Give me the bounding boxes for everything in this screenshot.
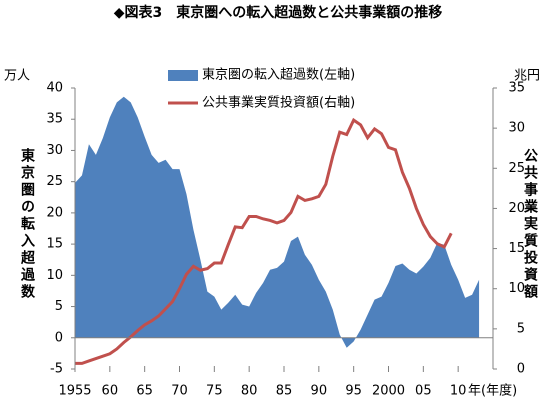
- x-tick-label: 10: [450, 384, 467, 399]
- y2-tick-label: 10: [508, 281, 525, 296]
- x-tick-label: 85: [276, 384, 293, 399]
- y-unit: 万人: [4, 69, 30, 84]
- x-tick-label: 95: [345, 384, 362, 399]
- y-tick-label: 25: [46, 174, 63, 189]
- y2-tick-label: 35: [508, 81, 525, 96]
- x-tick-label: 70: [171, 384, 188, 399]
- area: [75, 96, 480, 348]
- y-tick-label: 35: [46, 112, 63, 127]
- y-tick-label: 5: [55, 299, 63, 314]
- chart-title: ◆図表3 東京圏への転入超過数と公共事業額の推移: [114, 4, 443, 21]
- y-axis-label: 東京圏の転入超過数: [19, 147, 36, 301]
- x-tick-label: 75: [206, 384, 223, 399]
- y2-tick-label: 25: [508, 161, 525, 176]
- y2-tick-label: 0: [517, 362, 525, 377]
- line: [75, 117, 453, 365]
- legend-label: 公共事業実質投資額(右軸): [202, 95, 355, 111]
- y2-tick-label: 5: [517, 321, 525, 336]
- x-tick-label: 1955: [58, 384, 91, 399]
- x-unit: 年(年度): [468, 383, 517, 399]
- x-tick-label: 90: [311, 384, 328, 399]
- legend-swatch: [168, 70, 198, 81]
- x-tick-label: 60: [102, 384, 119, 399]
- y-tick-label: 40: [46, 81, 63, 96]
- y2-tick-label: 20: [508, 201, 525, 216]
- x-tick-label: 05: [415, 384, 432, 399]
- y-tick-label: 15: [46, 237, 63, 252]
- y2-tick-label: 30: [508, 121, 525, 136]
- legend-label: 東京圏の転入超過数(左軸): [202, 67, 355, 83]
- y-tick-label: 30: [46, 143, 63, 158]
- x-tick-label: 2000: [372, 384, 405, 399]
- y-tick-label: -5: [50, 362, 63, 377]
- x-tick-label: 80: [241, 384, 258, 399]
- y2-unit: 兆円: [514, 69, 540, 84]
- y2-axis-label: 公共事業実質投資額: [522, 148, 539, 301]
- x-tick-label: 65: [136, 384, 153, 399]
- y2-tick-label: 15: [508, 241, 525, 256]
- y-tick-label: 0: [55, 330, 63, 345]
- y-tick-label: 10: [46, 268, 63, 283]
- y-tick-label: 20: [46, 205, 63, 220]
